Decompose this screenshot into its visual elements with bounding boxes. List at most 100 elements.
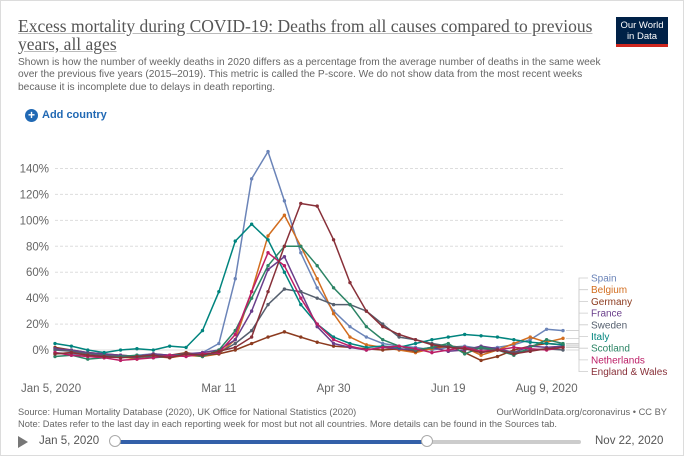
logo-line-1: Our World [620,20,664,31]
data-point [430,345,434,350]
owid-logo[interactable]: Our World in Data [616,17,668,47]
data-point [217,341,221,346]
timeline-track[interactable] [109,435,581,447]
data-point [184,345,188,350]
data-point [479,353,483,357]
data-point [528,340,532,344]
data-point [381,337,385,342]
data-point [479,334,483,338]
y-tick-label: 140% [20,163,49,175]
y-tick-label: 120% [20,189,49,201]
data-point [200,328,205,333]
data-point [479,358,483,363]
data-point [364,324,369,329]
data-point [381,345,385,350]
chart-subtitle: Shown is how the number of weekly deaths… [18,57,601,93]
data-point [266,264,270,268]
data-point [299,244,303,248]
data-point [430,337,434,342]
timeline-start-label: Jan 5, 2020 [39,435,100,447]
data-point [512,345,516,350]
data-point [266,234,270,238]
x-tick-label: Aug 9, 2020 [516,383,578,395]
data-point [348,324,352,329]
data-point [315,322,319,326]
data-point [446,348,450,352]
data-point [118,348,123,352]
data-point [184,352,188,356]
data-point [282,213,287,217]
timeline-end-handle[interactable] [421,435,434,447]
plus-circle-icon: + [25,108,38,122]
data-point [364,348,369,352]
data-point [233,239,237,243]
owid-link[interactable]: OurWorldInData.org/coronavirus • CC BY [496,407,668,417]
y-tick-label: 100% [20,215,49,227]
chart-note: Note: Dates refer to the last day in eac… [18,419,557,429]
data-point [151,353,156,357]
data-point [561,341,565,346]
add-country-button[interactable]: + Add country [25,108,107,122]
legend-label: Spain [591,274,617,285]
series-line [54,214,564,360]
data-point [233,332,237,337]
timeline-selected-range [115,440,428,444]
data-point [561,328,565,333]
play-button[interactable] [18,436,28,448]
data-point [266,149,270,154]
data-point [266,302,270,307]
data-point [446,335,450,339]
data-point [561,336,565,341]
data-point [315,204,319,208]
data-point [69,353,74,357]
data-point [381,341,385,346]
data-point [462,347,467,351]
data-point [331,344,336,348]
data-point [315,340,319,344]
data-point [233,348,237,352]
data-point [135,354,139,359]
data-point [233,345,237,350]
legend-label: England & Wales [591,367,667,378]
data-point [528,349,532,354]
data-point [413,337,418,342]
data-point [53,354,57,359]
data-point [315,276,319,281]
timeline-start-handle[interactable] [109,435,121,447]
legend-label: Sweden [591,320,627,331]
x-tick-label: Jun 19 [431,383,466,395]
data-point [479,345,483,350]
source-text: Source: Human Mortality Database (2020),… [18,407,357,417]
data-point [102,350,106,355]
data-point [364,345,369,350]
data-point [381,348,385,352]
data-point [544,341,549,346]
data-point [561,345,565,350]
data-point [102,354,106,359]
data-point [462,352,467,356]
legend-label: Netherlands [591,355,645,366]
chart-title[interactable]: Excess mortality during COVID-19: Deaths… [18,16,593,54]
data-point [168,344,172,348]
legend-label: Germany [591,297,632,308]
data-point [512,352,516,356]
x-tick-label: Apr 30 [317,383,351,395]
data-point [348,335,352,339]
legend-label: Scotland [591,344,630,355]
data-point [118,356,123,360]
data-point [544,327,549,331]
data-point [479,350,483,355]
data-point [495,335,500,339]
data-point [233,276,237,281]
data-point [53,341,57,346]
data-point [331,238,336,242]
data-point [69,350,74,355]
legend-connector [566,277,588,331]
data-point [495,354,500,359]
y-tick-label: 60% [26,267,49,279]
legend-connector [566,312,588,347]
series-line [54,202,564,359]
data-point [184,354,188,359]
legend-label: Belgium [591,285,627,296]
data-point [397,344,401,348]
